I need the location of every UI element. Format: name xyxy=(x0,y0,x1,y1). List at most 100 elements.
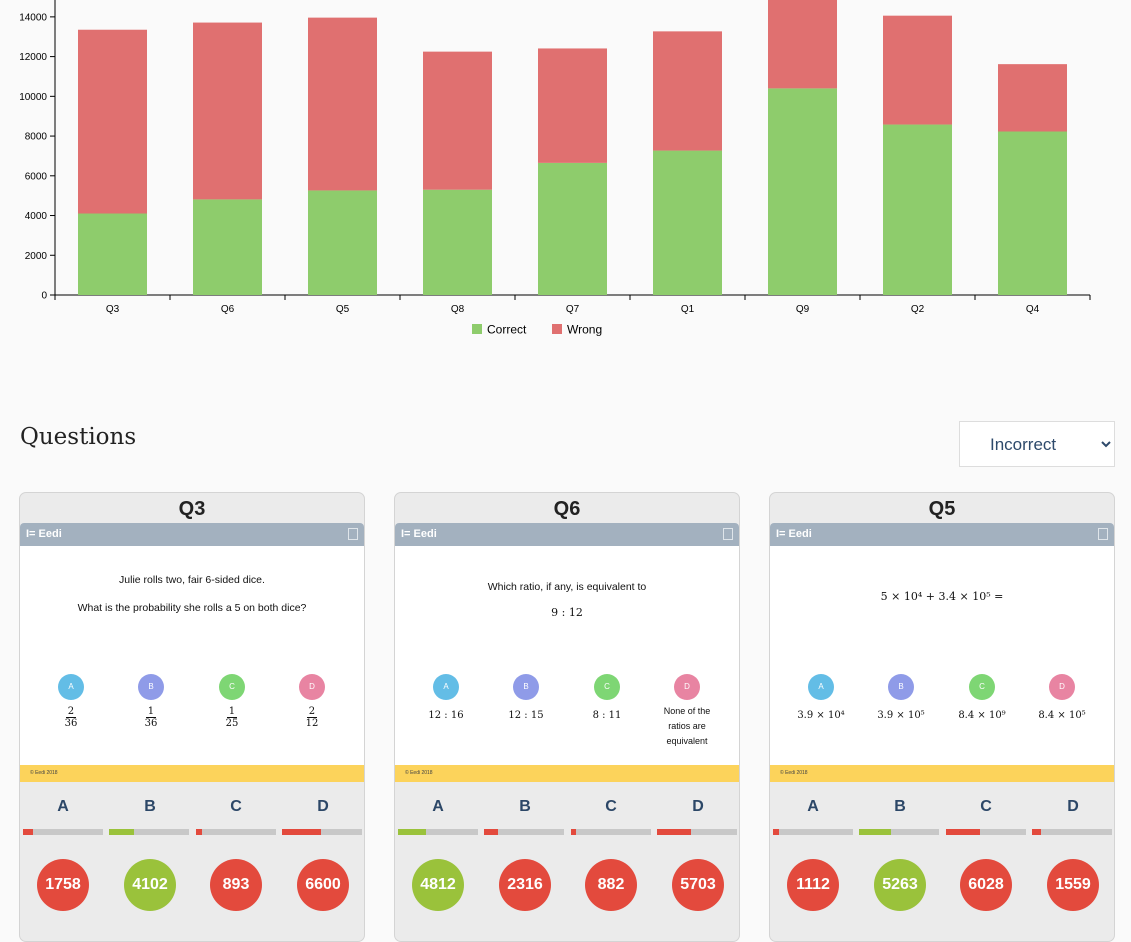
question-body: Julie rolls two, fair 6-sided dice. What … xyxy=(20,546,364,765)
x-tick-label: Q2 xyxy=(911,304,925,315)
option-b-circle: B xyxy=(138,674,164,700)
answer-share-fill xyxy=(571,829,576,835)
answer-letter-d: D xyxy=(317,798,329,815)
answer-share-bar-c xyxy=(946,829,1026,835)
answer-count-a[interactable]: 1758 xyxy=(37,859,89,911)
question-image-header: I= Eedi xyxy=(395,523,739,546)
question-image: I= Eedi Julie rolls two, fair 6-sided dic… xyxy=(20,523,364,782)
option-d-circle: D xyxy=(299,674,325,700)
legend-label-correct: Correct xyxy=(487,323,527,337)
question-image-footer: © Eedi 2018 xyxy=(20,765,364,782)
answer-count-d[interactable]: 1559 xyxy=(1047,859,1099,911)
answer-share-fill xyxy=(484,829,498,835)
option-d-value: 2 12 xyxy=(282,706,342,729)
option-a-circle: A xyxy=(433,674,459,700)
bar-correct-q4 xyxy=(998,131,1067,295)
y-tick-label: 10000 xyxy=(19,92,47,103)
bar-correct-q5 xyxy=(308,190,377,295)
answer-count-a[interactable]: 4812 xyxy=(412,859,464,911)
y-tick-label: 2000 xyxy=(25,251,48,262)
answer-letter-c: C xyxy=(230,798,242,815)
answer-count-c[interactable]: 893 xyxy=(210,859,262,911)
answer-share-fill xyxy=(282,829,321,835)
bar-wrong-q4 xyxy=(998,64,1067,132)
answer-share-bar-b xyxy=(109,829,189,835)
bar-wrong-q7 xyxy=(538,48,607,163)
answer-share-fill xyxy=(196,829,202,835)
option-c-value: 8.4 × 10⁹ xyxy=(958,710,1006,721)
option-d-circle: D xyxy=(1049,674,1075,700)
question-text-line: Which ratio, if any, is equivalent to xyxy=(487,581,647,593)
answer-share-bar-d xyxy=(657,829,737,835)
legend-swatch-wrong xyxy=(552,324,562,334)
x-tick-label: Q1 xyxy=(681,304,695,315)
answer-letter-b: B xyxy=(144,798,156,815)
answer-share-bar-b xyxy=(484,829,564,835)
y-tick-label: 12000 xyxy=(19,52,47,63)
answer-share-fill xyxy=(1032,829,1041,835)
answer-share-bar-a xyxy=(398,829,478,835)
answer-share-fill xyxy=(773,829,779,835)
question-card-title: Q6 xyxy=(553,498,581,520)
fraction-numerator: 2 xyxy=(65,706,77,718)
fraction-denominator: 25 xyxy=(225,718,239,729)
option-c-circle: C xyxy=(219,674,245,700)
question-image-footer: © Eedi 2018 xyxy=(395,765,739,782)
question-card-q3[interactable]: Q3 I= Eedi Julie rolls two, fair 6-sided d… xyxy=(19,492,365,942)
fraction-numerator: 2 xyxy=(306,706,318,718)
question-image: I= Eedi Which ratio, if any, is equivalen… xyxy=(395,523,739,782)
bar-correct-q2 xyxy=(883,124,952,295)
answer-share-fill xyxy=(946,829,980,835)
answer-share-bar-d xyxy=(282,829,362,835)
answer-share-bar-c xyxy=(196,829,276,835)
bar-correct-q9 xyxy=(768,88,837,296)
answer-letter-c: C xyxy=(605,798,617,815)
answer-share-fill xyxy=(859,829,891,835)
option-b-value: 3.9 × 10⁵ xyxy=(877,710,925,721)
answer-count-d[interactable]: 6600 xyxy=(297,859,349,911)
question-card-q6[interactable]: Q6 I= Eedi Which ratio, if any, is equival… xyxy=(394,492,740,942)
option-a-value: 12 : 16 xyxy=(428,710,464,721)
answer-share-fill xyxy=(23,829,33,835)
print-icon xyxy=(348,528,358,540)
bar-wrong-q3 xyxy=(78,29,147,214)
answer-count-b[interactable]: 5263 xyxy=(874,859,926,911)
answer-count-b[interactable]: 2316 xyxy=(499,859,551,911)
option-c-circle: C xyxy=(594,674,620,700)
answer-count-c[interactable]: 882 xyxy=(585,859,637,911)
x-tick-label: Q5 xyxy=(336,304,350,315)
answer-filter-select[interactable]: Incorrect xyxy=(959,421,1115,467)
question-image: I= Eedi 5 × 10⁴ + 3.4 × 10⁵ = A 3.9 × 10⁴ B 3… xyxy=(770,523,1114,782)
y-tick-label: 4000 xyxy=(25,211,48,222)
answer-letter-c: C xyxy=(980,798,992,815)
answer-letter-d: D xyxy=(692,798,704,815)
answer-count-c[interactable]: 6028 xyxy=(960,859,1012,911)
bar-wrong-q1 xyxy=(653,31,722,151)
y-tick-label: 14000 xyxy=(19,12,47,23)
answer-count-b[interactable]: 4102 xyxy=(124,859,176,911)
bar-wrong-q6 xyxy=(193,22,262,200)
bar-correct-q7 xyxy=(538,162,607,295)
question-image-footer: © Eedi 2018 xyxy=(770,765,1114,782)
legend-swatch-correct xyxy=(472,324,482,334)
y-tick-label: 0 xyxy=(41,291,47,302)
option-b-circle: B xyxy=(888,674,914,700)
x-tick-label: Q3 xyxy=(106,304,120,315)
legend-label-wrong: Wrong xyxy=(567,323,602,337)
answer-share-bar-d xyxy=(1032,829,1112,835)
x-tick-label: Q7 xyxy=(566,304,580,315)
bar-correct-q1 xyxy=(653,150,722,295)
eedi-logo: I= Eedi xyxy=(26,528,62,540)
question-math: 9 : 12 xyxy=(551,606,583,619)
y-tick-label: 8000 xyxy=(25,132,48,143)
answer-letter-b: B xyxy=(894,798,906,815)
answer-share-bar-a xyxy=(23,829,103,835)
fraction-denominator: 36 xyxy=(144,718,158,729)
answer-count-a[interactable]: 1112 xyxy=(787,859,839,911)
answer-count-d[interactable]: 5703 xyxy=(672,859,724,911)
answer-letter-a: A xyxy=(807,798,819,815)
question-card-q5[interactable]: Q5 I= Eedi 5 × 10⁴ + 3.4 × 10⁵ = A 3.9 × 10⁴… xyxy=(769,492,1115,942)
answer-letter-a: A xyxy=(432,798,444,815)
fraction-denominator: 12 xyxy=(305,718,319,729)
option-d-circle: D xyxy=(674,674,700,700)
